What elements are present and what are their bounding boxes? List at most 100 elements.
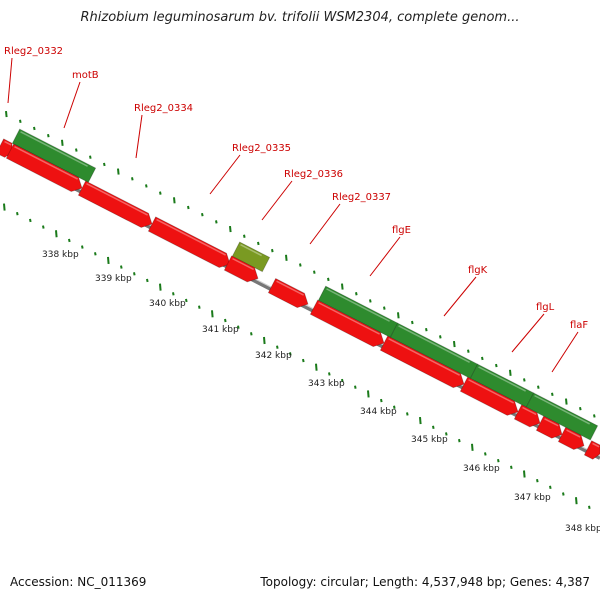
- scale-tick: [250, 332, 253, 336]
- upper-tick: [173, 197, 176, 204]
- scale-tick: [484, 452, 487, 456]
- upper-tick: [145, 184, 148, 188]
- gene-reverse-11[interactable]: [535, 415, 565, 442]
- gene-label: motB: [72, 70, 99, 81]
- scale-tick: [588, 505, 591, 510]
- gene-flgE[interactable]: [317, 285, 399, 338]
- upper-tick: [285, 254, 288, 261]
- upper-tick: [117, 168, 120, 175]
- scale-tick: [367, 390, 370, 398]
- upper-tick: [61, 139, 64, 146]
- accession-text: Accession: NC_011369: [10, 575, 147, 589]
- scale-label: 338 kbp: [42, 250, 79, 260]
- gene-label: Rleg2_0334: [134, 103, 193, 114]
- scale-tick: [562, 492, 565, 496]
- scale-tick: [289, 352, 292, 356]
- upper-tick: [579, 407, 582, 411]
- upper-tick: [89, 155, 92, 159]
- scale-label: 348 kbp: [565, 524, 600, 534]
- upper-tick: [425, 327, 428, 332]
- gene-motB[interactable]: [11, 128, 97, 183]
- upper-tick: [341, 283, 344, 290]
- gene-label: Rleg2_0337: [332, 192, 391, 203]
- gene-label-leader: [551, 331, 579, 373]
- scale-label: 344 kbp: [360, 407, 397, 417]
- upper-tick: [159, 191, 162, 195]
- scale-tick: [575, 497, 578, 505]
- scale-tick: [198, 305, 201, 309]
- upper-tick: [47, 133, 50, 138]
- gene-Rleg2_0335[interactable]: [147, 216, 233, 271]
- scale-tick: [16, 212, 19, 216]
- scale-label: 346 kbp: [463, 464, 500, 474]
- scale-tick: [107, 256, 110, 265]
- gene-flaF[interactable]: [525, 392, 599, 441]
- upper-tick: [397, 312, 400, 319]
- gene-reverse-12[interactable]: [557, 426, 587, 453]
- scale-tick: [523, 470, 526, 478]
- gene-label-leader: [7, 57, 13, 104]
- scale-label: 342 kbp: [255, 351, 292, 361]
- gene-Rleg2_0337[interactable]: [267, 277, 311, 312]
- gene-label: flgE: [392, 225, 411, 236]
- scale-label: 347 kbp: [514, 493, 551, 503]
- upper-tick: [495, 363, 498, 368]
- gene-Rleg2_0334[interactable]: [77, 180, 155, 231]
- scale-tick: [315, 363, 318, 371]
- scale-tick: [354, 385, 357, 389]
- gene-flgL[interactable]: [469, 363, 535, 408]
- scale-tick: [42, 225, 45, 229]
- scale-tick: [497, 458, 500, 463]
- gene-reverse-13[interactable]: [583, 440, 600, 461]
- map-title: Rhizobium leguminosarum bv. trifolii WSM…: [80, 10, 520, 25]
- upper-tick: [187, 205, 190, 210]
- scale-tick: [133, 272, 136, 276]
- upper-tick: [439, 335, 442, 339]
- scale-tick: [458, 438, 461, 443]
- scale-label: 340 kbp: [149, 299, 186, 309]
- upper-tick: [229, 225, 232, 233]
- scale-tick: [224, 318, 227, 323]
- gene-Rleg2_0335b[interactable]: [223, 255, 261, 286]
- upper-tick: [355, 292, 358, 296]
- gene-label-leader: [135, 114, 143, 159]
- gene-reverse-7[interactable]: [309, 299, 387, 350]
- scale-tick: [94, 252, 97, 256]
- upper-tick: [243, 234, 246, 238]
- scale-tick: [471, 443, 474, 451]
- scale-tick: [432, 425, 435, 429]
- gene-label: Rleg2_0332: [4, 46, 63, 57]
- scale-tick: [510, 465, 513, 470]
- scale-label: 341 kbp: [202, 325, 239, 335]
- gene-label: flgK: [468, 265, 488, 276]
- scale-tick: [393, 405, 396, 409]
- scale-tick: [549, 485, 552, 490]
- upper-tick: [551, 392, 554, 397]
- upper-tick: [75, 148, 78, 152]
- gene-reverse-9[interactable]: [459, 376, 521, 419]
- gene-label-leader: [209, 154, 241, 195]
- gene-label: Rleg2_0336: [284, 169, 343, 180]
- gene-label: Rleg2_0335: [232, 143, 291, 154]
- gene-reverse-10[interactable]: [513, 404, 543, 431]
- scale-tick: [263, 336, 266, 345]
- upper-tick: [299, 263, 302, 267]
- scale-tick: [29, 218, 32, 223]
- scale-tick: [406, 412, 409, 416]
- scale-tick: [380, 398, 383, 403]
- gene-flgK[interactable]: [389, 322, 479, 379]
- upper-tick: [411, 320, 414, 325]
- gene-reverse-8[interactable]: [379, 335, 467, 391]
- scale-tick: [445, 432, 448, 436]
- scale-tick: [120, 265, 123, 269]
- gene-label-leader: [511, 313, 545, 353]
- scale-tick: [302, 358, 305, 363]
- gene-Rleg2_0336[interactable]: [231, 241, 271, 273]
- upper-tick: [257, 241, 260, 246]
- scale-label: 345 kbp: [411, 435, 448, 445]
- gene-label-leader: [443, 276, 477, 317]
- scale-tick: [276, 345, 279, 349]
- upper-tick: [565, 398, 568, 405]
- gene-reverse-2[interactable]: [5, 143, 85, 195]
